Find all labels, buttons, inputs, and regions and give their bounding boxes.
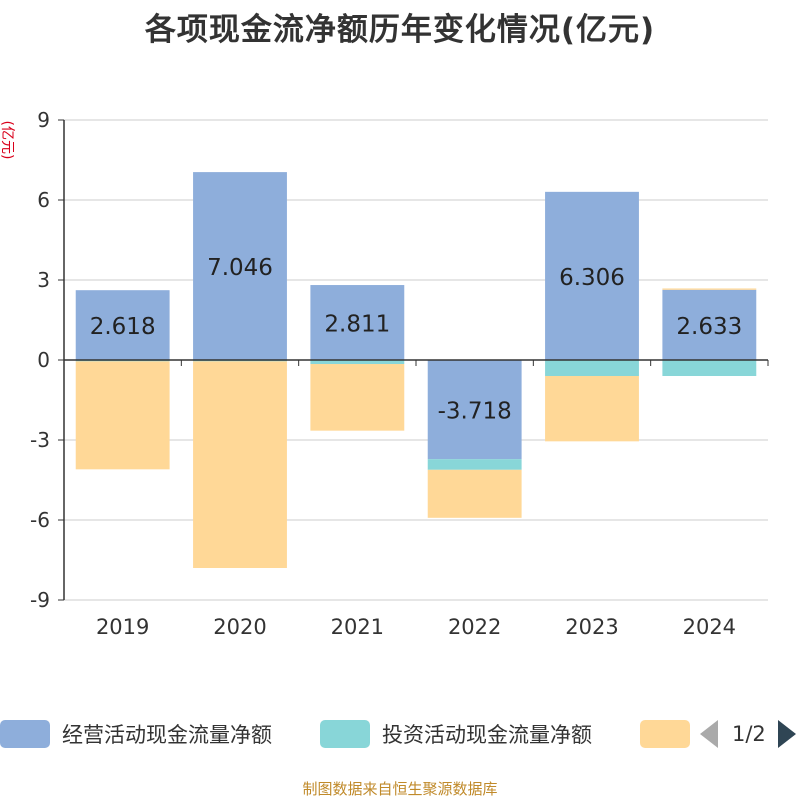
data-label: 2.618	[90, 314, 156, 340]
data-source-footer: 制图数据来自恒生聚源数据库	[302, 780, 498, 798]
legend-swatch-operating	[0, 720, 50, 748]
bar-2022-series1	[427, 459, 522, 470]
legend-page-indicator: 1/2	[732, 722, 766, 746]
bar-2023-series2	[545, 376, 639, 442]
legend-next-page-icon[interactable]	[777, 720, 796, 748]
data-label: -3.718	[438, 399, 512, 425]
bar-2024-series1	[662, 360, 757, 376]
bar-2023-series1	[545, 360, 639, 376]
legend-pager: 1/2	[700, 716, 796, 752]
legend: 经营活动现金流量净额 投资活动现金流量净额	[0, 716, 800, 752]
legend-prev-page-icon[interactable]	[700, 720, 718, 748]
bar-2019-series0	[75, 290, 170, 360]
data-label: 6.306	[559, 265, 625, 291]
x-tick-label: 2023	[565, 615, 618, 639]
bar-2022-series0	[427, 360, 522, 460]
y-tick-label: 0	[37, 348, 50, 372]
y-tick-label: 6	[37, 188, 50, 212]
chart-area: 9 6 3 0 -3 -6 -9 2019 2020 2021 2022 2023 2024 2.618 7…	[30, 108, 769, 639]
data-label: 7.046	[207, 255, 273, 281]
x-tick-label: 2021	[331, 615, 384, 639]
legend-label-operating: 经营活动现金流量净额	[62, 723, 272, 747]
data-label: 2.811	[324, 312, 390, 338]
x-tick-label: 2019	[96, 615, 149, 639]
data-label: 2.633	[676, 314, 742, 340]
y-tick-label: -6	[30, 508, 50, 532]
bar-2023-series0	[545, 191, 639, 360]
legend-item-operating[interactable]: 经营活动现金流量净额	[0, 716, 272, 752]
legend-item-investing[interactable]: 投资活动现金流量净额	[320, 716, 592, 752]
bar-2021-series2	[310, 364, 405, 431]
bar-2019-series2	[75, 361, 170, 470]
legend-item-financing[interactable]	[640, 716, 690, 752]
y-tick-label: -3	[30, 428, 50, 452]
y-tick-label: 9	[37, 108, 50, 132]
bar-2024-series2	[662, 288, 757, 290]
bar-2021-series1	[310, 360, 405, 364]
y-tick-label: -9	[30, 588, 50, 612]
legend-swatch-investing	[320, 720, 370, 748]
x-tick-label: 2022	[448, 615, 501, 639]
bar-2024-series0	[662, 289, 757, 360]
bar-2021-series0	[310, 285, 405, 360]
bar-2022-series2	[427, 469, 522, 518]
legend-swatch-financing	[640, 720, 690, 748]
y-tick-label: 3	[37, 268, 50, 292]
x-tick-label: 2020	[213, 615, 266, 639]
legend-label-investing: 投资活动现金流量净额	[382, 723, 592, 747]
x-tick-label: 2024	[683, 615, 736, 639]
chart-title: 各项现金流净额历年变化情况(亿元)	[144, 12, 656, 48]
bar-2020-series2	[193, 361, 287, 568]
bar-2020-series0	[193, 172, 287, 360]
